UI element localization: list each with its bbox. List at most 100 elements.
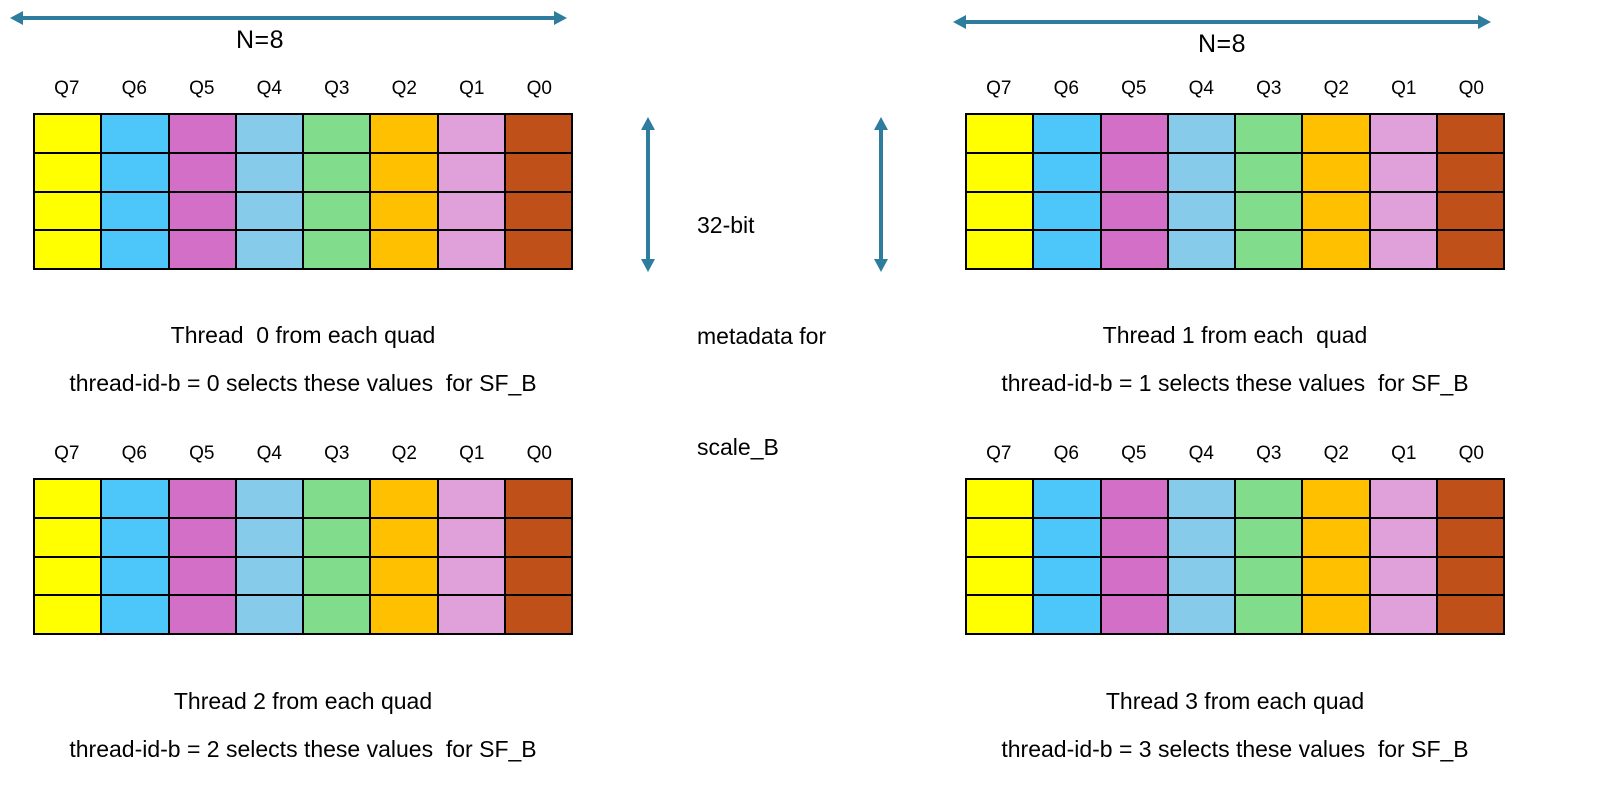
grid-cell-q5-row3: [1101, 231, 1167, 268]
grid-cell-q4-row3: [1168, 231, 1234, 268]
grid-cell-q6-row2: [1034, 192, 1100, 230]
grid-cell-q2-row3: [371, 596, 437, 633]
metadata-note: 32-bit metadata for scale_B: [697, 133, 826, 540]
quad-label-q0: Q0: [526, 78, 552, 99]
grid-cell-q1-row3: [1370, 596, 1436, 633]
grid-cell-q7-row0: [35, 115, 101, 152]
grid-cell-q1-row1: [1370, 153, 1436, 191]
grid-cell-q6-row2: [102, 557, 168, 595]
grid-cell-q7-row3: [967, 231, 1033, 268]
grid-cell-q4-row0: [1168, 115, 1234, 152]
quad-label-q3: Q3: [324, 443, 350, 464]
metadata-grid-thread0: [33, 113, 573, 270]
grid-cell-q4-row0: [236, 480, 302, 517]
grid-cell-q0-row2: [505, 557, 571, 595]
grid-cell-q7-row0: [967, 115, 1033, 152]
caption-thread0-line1: Thread 0 from each quad: [170, 322, 436, 348]
grid-cell-q7-row3: [967, 596, 1033, 633]
grid-cell-q0-row3: [505, 596, 571, 633]
arrow-head-right-icon: [1478, 15, 1491, 29]
grid-cell-q0-row3: [505, 231, 571, 268]
grid-cell-q6-row1: [102, 153, 168, 191]
grid-cell-q5-row0: [1101, 480, 1167, 517]
grid-cell-q7-row0: [967, 480, 1033, 517]
quad-label-q5: Q5: [1121, 443, 1147, 464]
grid-cell-q4-row3: [236, 596, 302, 633]
quad-label-q0: Q0: [1458, 78, 1484, 99]
n8-width-arrow-left: [10, 11, 567, 25]
arrow-shaft: [23, 16, 554, 20]
caption-thread3-line2: thread-id-b = 3 selects these values for…: [1001, 736, 1469, 762]
grid-cell-q3-row1: [1236, 153, 1302, 191]
grid-cell-q6-row3: [1034, 596, 1100, 633]
grid-cell-q7-row1: [967, 153, 1033, 191]
quad-labels-row: Q7 Q6 Q5 Q4 Q3 Q2 Q1 Q0: [965, 78, 1505, 100]
grid-cell-q5-row3: [169, 231, 235, 268]
grid-cell-q5-row1: [169, 518, 235, 556]
metadata-note-line3: scale_B: [697, 434, 779, 460]
grid-cell-q2-row1: [371, 518, 437, 556]
grid-cell-q3-row3: [304, 596, 370, 633]
grid-cell-q2-row3: [1303, 231, 1369, 268]
grid-cell-q6-row3: [1034, 231, 1100, 268]
quad-label-q7: Q7: [986, 443, 1012, 464]
arrow-shaft: [646, 130, 650, 259]
quad-label-q4: Q4: [1188, 78, 1214, 99]
grid-cell-q5-row1: [1101, 518, 1167, 556]
grid-cell-q2-row1: [1303, 153, 1369, 191]
quad-label-q1: Q1: [1391, 78, 1417, 99]
quad-label-q2: Q2: [1323, 78, 1349, 99]
grid-cell-q3-row1: [1236, 518, 1302, 556]
grid-cell-q6-row2: [102, 192, 168, 230]
caption-thread2-line1: Thread 2 from each quad: [173, 688, 433, 714]
height-arrow-left: [641, 117, 655, 272]
grid-cell-q1-row3: [438, 231, 504, 268]
arrow-head-left-icon: [10, 11, 23, 25]
grid-cell-q6-row0: [102, 115, 168, 152]
grid-cell-q7-row1: [967, 518, 1033, 556]
quad-label-q3: Q3: [1256, 78, 1282, 99]
quad-labels-row: Q7 Q6 Q5 Q4 Q3 Q2 Q1 Q0: [965, 443, 1505, 465]
grid-cell-q0-row2: [1437, 557, 1503, 595]
grid-cell-q6-row1: [102, 518, 168, 556]
arrow-head-down-icon: [641, 259, 655, 272]
grid-cell-q1-row0: [438, 480, 504, 517]
grid-cell-q1-row2: [438, 557, 504, 595]
grid-cell-q6-row0: [1034, 480, 1100, 517]
grid-cell-q7-row2: [967, 557, 1033, 595]
quad-label-q7: Q7: [54, 443, 80, 464]
grid-cell-q0-row2: [1437, 192, 1503, 230]
quad-label-q5: Q5: [189, 78, 215, 99]
grid-cell-q6-row2: [1034, 557, 1100, 595]
quad-label-q6: Q6: [1053, 443, 1079, 464]
grid-cell-q2-row3: [1303, 596, 1369, 633]
arrow-head-down-icon: [874, 259, 888, 272]
grid-cell-q2-row2: [371, 192, 437, 230]
grid-cell-q0-row1: [1437, 153, 1503, 191]
grid-cell-q5-row1: [169, 153, 235, 191]
grid-cell-q0-row0: [1437, 115, 1503, 152]
arrow-head-left-icon: [953, 15, 966, 29]
grid-cell-q1-row3: [438, 596, 504, 633]
quad-label-q1: Q1: [1391, 443, 1417, 464]
grid-cell-q4-row1: [236, 153, 302, 191]
grid-cell-q0-row1: [505, 153, 571, 191]
arrow-head-up-icon: [641, 117, 655, 130]
grid-cell-q3-row2: [1236, 557, 1302, 595]
quad-label-q3: Q3: [1256, 443, 1282, 464]
grid-cell-q3-row1: [304, 518, 370, 556]
quad-labels-row: Q7 Q6 Q5 Q4 Q3 Q2 Q1 Q0: [33, 78, 573, 100]
grid-cell-q2-row1: [1303, 518, 1369, 556]
grid-cell-q7-row0: [35, 480, 101, 517]
quad-label-q4: Q4: [256, 443, 282, 464]
grid-cell-q1-row3: [1370, 231, 1436, 268]
metadata-note-line1: 32-bit: [697, 212, 755, 238]
grid-cell-q7-row3: [35, 596, 101, 633]
grid-cell-q6-row3: [102, 596, 168, 633]
grid-cell-q6-row1: [1034, 153, 1100, 191]
arrow-head-up-icon: [874, 117, 888, 130]
metadata-grid-thread3: [965, 478, 1505, 635]
grid-cell-q1-row2: [1370, 192, 1436, 230]
caption-thread1-line2: thread-id-b = 1 selects these values for…: [1001, 370, 1469, 396]
grid-cell-q5-row3: [1101, 596, 1167, 633]
